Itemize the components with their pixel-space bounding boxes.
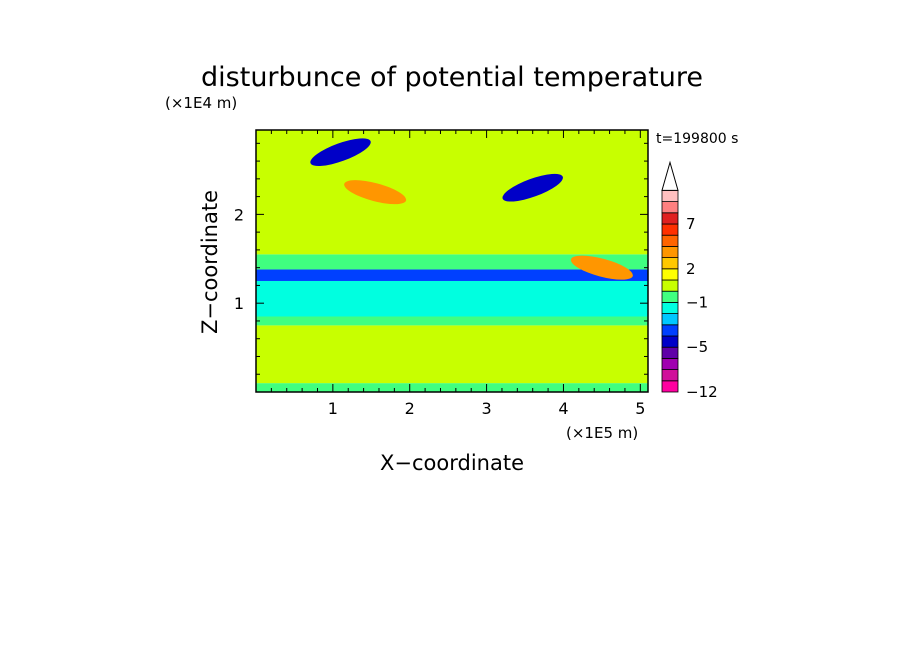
field-band [256,280,648,317]
field-feature [502,173,563,202]
colorbar-tick-label: 7 [686,215,696,233]
field-band [256,383,648,392]
field-band [256,316,648,326]
colorbar-tick-label: 2 [686,260,696,278]
chart-title: disturbunce of potential temperature [201,62,703,93]
colorbar-swatch [661,357,679,370]
field-band [256,269,648,281]
colorbar-swatch [661,257,679,270]
y-axis: 12 [234,142,648,375]
field-band [256,254,648,270]
x-unit-label: (×1E5 m) [566,424,638,442]
x-tick-label: 2 [405,399,415,418]
colorbar-extend-arrow [661,160,679,191]
colorbar-swatch [661,201,679,214]
field-band [256,130,648,255]
colorbar-swatch [661,313,679,326]
x-axis: 1 2 3 4 5 [270,130,645,418]
time-label: t=199800 s [656,131,738,147]
colorbar-swatch [661,324,679,337]
colorbar-tick-label: −12 [686,383,718,401]
colorbar-swatch [661,380,679,393]
plot-area [256,130,648,392]
colorbar-tick-label: −5 [686,338,708,356]
colorbar-swatch [661,212,679,225]
colorbar-swatch [661,346,679,359]
x-axis-label: X−coordinate [380,451,524,475]
colorbar-swatch [661,279,679,292]
colorbar-swatch [661,290,679,303]
colorbar-swatch [661,301,679,314]
field-band [256,325,648,384]
field-feature [310,138,371,167]
colorbar-swatch [661,245,679,258]
x-tick-label: 5 [635,399,645,418]
x-tick-label: 4 [558,399,568,418]
field-feature [344,180,407,205]
colorbar-swatch [661,268,679,281]
colorbar-swatch [661,234,679,247]
y-tick-label: 2 [234,205,244,224]
y-unit-label: (×1E4 m) [165,94,237,112]
colorbar-tick-label: −1 [686,293,708,311]
x-tick-label: 3 [481,399,491,418]
plot-frame [255,129,649,393]
y-tick-label: 1 [234,294,244,313]
colorbar-swatch [661,369,679,382]
y-axis-label: Z−coordinate [198,190,222,334]
colorbar-swatch [661,189,679,202]
x-tick-label: 1 [328,399,338,418]
colorbar: 7 2 −1 −5 −12 [661,160,718,401]
colorbar-swatch [661,223,679,236]
colorbar-swatch [661,335,679,348]
field-feature [570,255,633,280]
